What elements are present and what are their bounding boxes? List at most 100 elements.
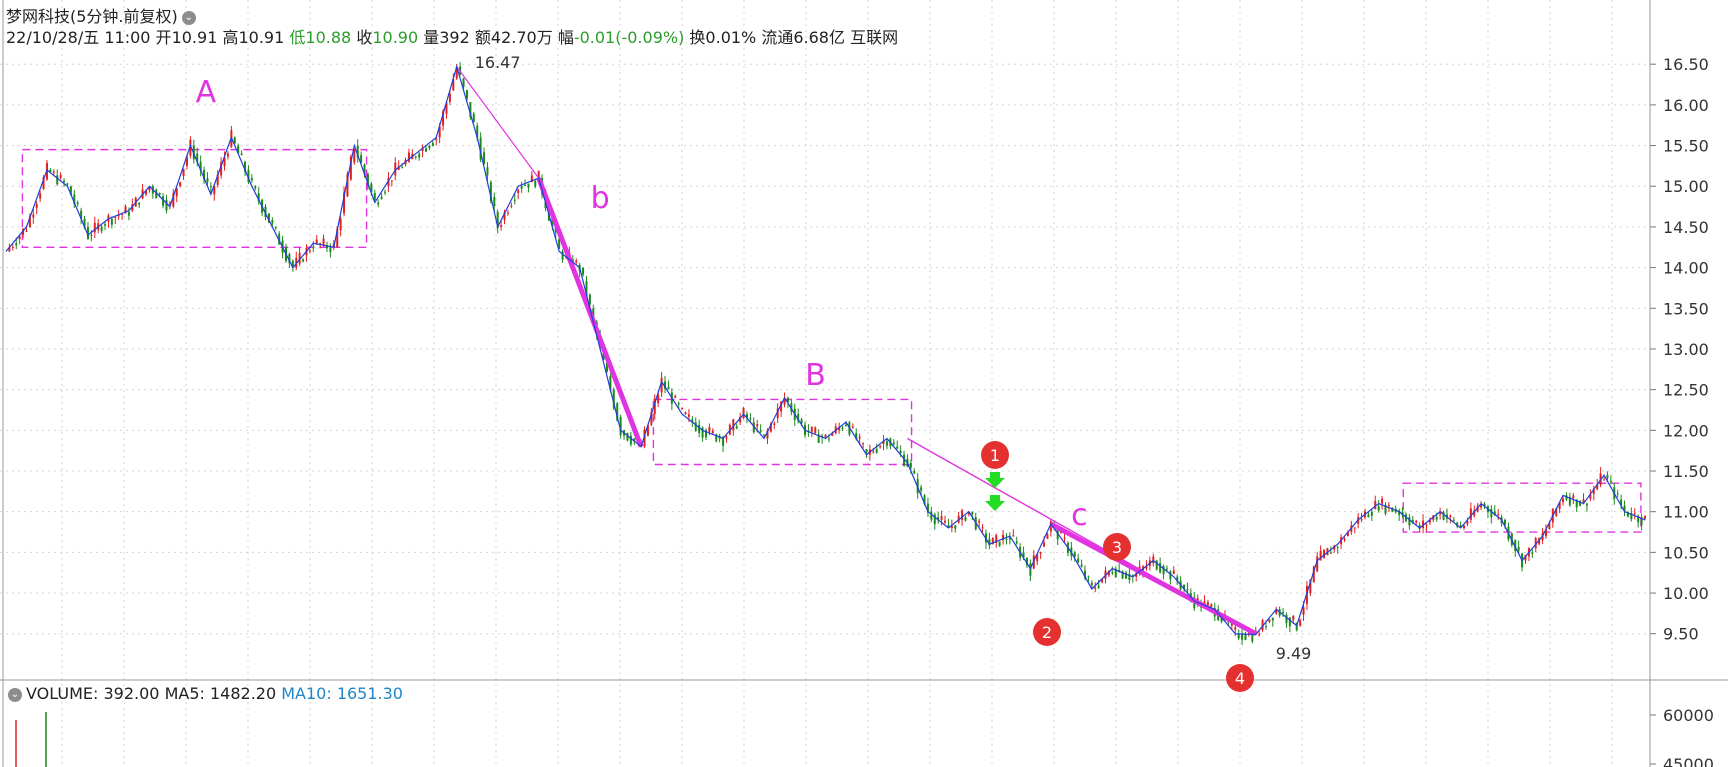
candle-body — [346, 174, 349, 197]
candle-body — [646, 425, 649, 436]
candle-body — [489, 182, 492, 202]
candle-body — [179, 182, 182, 187]
candle-body — [1268, 619, 1271, 622]
candle-body — [483, 152, 486, 165]
candle-body — [790, 403, 793, 412]
candle-body — [660, 377, 663, 393]
candle-body — [612, 389, 615, 409]
candle-body — [1087, 576, 1090, 578]
float-label: 流通 — [761, 28, 794, 47]
candle-body — [711, 430, 714, 434]
price-axis: 16.50 16.00 15.50 15.00 14.50 14.00 13.50 13.00… — [1650, 55, 1709, 644]
zigzag-path — [5, 64, 1646, 636]
stock-title: 梦网科技(5分钟.前复权) — [6, 7, 178, 26]
candle-body — [520, 186, 523, 189]
candle-body — [885, 441, 888, 446]
sector-name: 互联网 — [850, 28, 899, 47]
candle-body — [1080, 564, 1083, 567]
ma5-readout: MA5: 1482.20 — [164, 684, 277, 703]
chart-title-row: 梦网科技(5分钟.前复权) ⌄ — [6, 3, 196, 27]
y-tick-label: 10.50 — [1663, 543, 1709, 562]
candle-body — [1025, 557, 1028, 566]
candle-body — [930, 511, 933, 520]
candle-body — [472, 113, 475, 123]
candle-body — [49, 169, 52, 172]
candle-body — [1002, 534, 1005, 541]
marker-number: 2 — [1042, 623, 1052, 642]
candle-body — [725, 436, 728, 439]
candle-body — [1534, 538, 1537, 549]
candle-body — [209, 186, 212, 188]
turnover-value: 0.01% — [705, 28, 757, 47]
candle-body — [633, 438, 636, 442]
candle-body — [1626, 511, 1629, 517]
candle-body — [302, 259, 305, 262]
chevron-down-icon[interactable]: ⌄ — [8, 687, 22, 702]
candle-body — [39, 193, 42, 199]
candle-body — [104, 224, 107, 226]
candle-body — [1473, 510, 1476, 516]
candle-body — [694, 422, 697, 431]
candle-body — [745, 414, 748, 418]
turnover-label: 换 — [689, 28, 706, 47]
candle-body — [903, 454, 906, 466]
candle-body — [168, 203, 171, 205]
candle-body — [1169, 571, 1172, 580]
candle-body — [1531, 552, 1534, 554]
candle-body — [1312, 566, 1315, 583]
candle-body — [971, 511, 974, 515]
candle-body — [1558, 502, 1561, 509]
candle-body — [469, 102, 472, 117]
candle-body — [1230, 623, 1233, 626]
candle-body — [315, 239, 318, 244]
candle-body — [401, 167, 404, 169]
candle-body — [216, 174, 219, 185]
candle-body — [967, 511, 970, 515]
candle-body — [1517, 546, 1520, 551]
candle-body — [257, 193, 260, 202]
candle-body — [947, 525, 950, 528]
candle-body — [1620, 499, 1623, 506]
candle-body — [1609, 481, 1612, 483]
candle-body — [684, 412, 687, 415]
chevron-down-icon[interactable]: ⌄ — [181, 10, 196, 25]
candle-body — [1114, 568, 1117, 578]
candle-body — [1046, 534, 1049, 539]
candle-body — [609, 376, 612, 391]
candle-body — [909, 462, 912, 468]
candle-body — [814, 427, 817, 434]
candle-body — [664, 381, 667, 389]
candle-body — [691, 419, 694, 423]
candle-body — [687, 414, 690, 417]
candle-body — [223, 157, 226, 166]
candle-body — [1319, 550, 1322, 561]
ma10-readout: MA10: 1651.30 — [281, 684, 403, 703]
candle-body — [950, 525, 953, 528]
candle-body — [172, 193, 175, 207]
label-c: c — [1071, 498, 1088, 533]
candle-body — [1176, 576, 1179, 582]
candle-body — [1439, 511, 1442, 515]
candle-body — [237, 145, 240, 154]
candle-body — [1302, 607, 1305, 615]
volume-value: 392 — [439, 28, 470, 47]
candle-body — [913, 471, 916, 474]
candle-body — [1159, 563, 1162, 573]
candle-body — [1183, 584, 1186, 590]
candle-body — [513, 199, 516, 201]
candle-body — [1094, 587, 1097, 589]
volume-axis: 60000 45000 — [1650, 706, 1714, 767]
candle-body — [1568, 496, 1571, 506]
candle-body — [896, 446, 899, 449]
candle-body — [199, 161, 202, 171]
candle-body — [380, 197, 383, 199]
candle-body — [1247, 632, 1250, 635]
candle-body — [1073, 552, 1076, 557]
low-value: 10.88 — [305, 28, 352, 47]
open-value: 10.91 — [171, 28, 218, 47]
candle-body — [479, 137, 482, 160]
candle-body — [1012, 535, 1015, 537]
candle-body — [325, 245, 328, 249]
candle-body — [1077, 558, 1080, 563]
candle-body — [1282, 612, 1285, 614]
